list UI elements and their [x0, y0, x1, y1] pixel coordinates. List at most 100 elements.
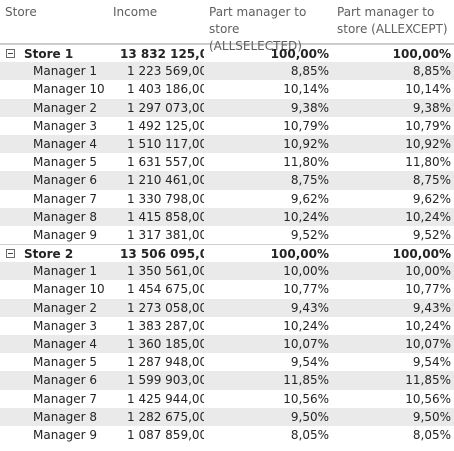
- manager-part-allexcept: 10,77%: [405, 282, 451, 297]
- manager-part-allselected: 9,50%: [290, 409, 329, 424]
- manager-part-allselected: 10,24%: [283, 318, 329, 333]
- manager-part-allselected: 10,24%: [283, 209, 329, 224]
- manager-part-allselected: 10,77%: [283, 282, 329, 297]
- manager-name: Manager 1: [33, 64, 98, 79]
- manager-income: 1 492 125,00: [127, 118, 204, 133]
- store-row: Store 1 13 832 125,00 100,00% 100,00%: [0, 44, 454, 62]
- header-store[interactable]: Store: [5, 5, 37, 19]
- manager-row: Manager 3 1 492 125,00 10,79% 10,79%: [0, 117, 454, 135]
- manager-part-allexcept: 11,85%: [405, 373, 451, 388]
- manager-income: 1 510 117,00: [127, 136, 204, 151]
- header-part-allexcept[interactable]: Part manager to store (ALLEXCEPT): [337, 5, 448, 36]
- manager-part-allselected: 9,54%: [290, 355, 329, 370]
- manager-part-allselected: 9,52%: [290, 227, 329, 242]
- manager-part-allexcept: 9,50%: [412, 409, 451, 424]
- manager-part-allselected: 10,79%: [283, 118, 329, 133]
- collapse-icon[interactable]: [6, 249, 15, 259]
- manager-row: Manager 7 1 330 798,00 9,62% 9,62%: [0, 190, 454, 208]
- manager-part-allexcept: 8,75%: [412, 173, 451, 188]
- manager-row: Manager 8 1 415 858,00 10,24% 10,24%: [0, 207, 454, 226]
- collapse-icon[interactable]: [6, 49, 15, 59]
- manager-income: 1 317 381,00: [127, 227, 204, 242]
- manager-name: Manager 8: [33, 409, 98, 424]
- manager-row: Manager 10 1 403 186,00 10,14% 10,14%: [0, 80, 454, 98]
- manager-part-allexcept: 9,52%: [412, 227, 451, 242]
- manager-name: Manager 10: [33, 82, 105, 97]
- manager-row: Manager 2 1 273 058,00 9,43% 9,43%: [0, 298, 454, 317]
- manager-income: 1 087 859,00: [127, 427, 204, 442]
- manager-income: 1 425 944,00: [127, 391, 204, 406]
- store-income: 13 832 125,00: [120, 47, 204, 61]
- manager-part-allselected: 10,07%: [283, 337, 329, 351]
- manager-part-allexcept: 9,43%: [412, 300, 451, 315]
- manager-name: Manager 8: [33, 209, 98, 224]
- manager-row: Manager 8 1 282 675,00 9,50% 9,50%: [0, 407, 454, 426]
- header-part-allselected[interactable]: Part manager to store (ALLSELECTED): [209, 5, 307, 53]
- manager-part-allexcept: 8,05%: [412, 427, 451, 442]
- manager-row: Manager 6 1 599 903,00 11,85% 11,85%: [0, 371, 454, 390]
- manager-row: Manager 7 1 425 944,00 10,56% 10,56%: [0, 390, 454, 408]
- manager-income: 1 360 185,00: [127, 337, 204, 351]
- manager-name: Manager 2: [33, 300, 98, 315]
- header-income[interactable]: Income: [113, 5, 158, 19]
- manager-part-allexcept: 10,56%: [405, 391, 451, 406]
- manager-row: Manager 6 1 210 461,00 8,75% 8,75%: [0, 171, 454, 190]
- manager-part-allexcept: 8,85%: [412, 64, 451, 79]
- manager-name: Manager 5: [33, 155, 98, 170]
- manager-name: Manager 9: [33, 227, 98, 242]
- manager-part-allselected: 8,85%: [290, 64, 329, 79]
- manager-part-allselected: 11,80%: [283, 155, 329, 170]
- manager-part-allselected: 9,43%: [290, 300, 329, 315]
- store-name: Store 1: [24, 46, 74, 61]
- manager-name: Manager 1: [33, 264, 98, 279]
- manager-name: Manager 7: [33, 391, 98, 406]
- manager-part-allexcept: 10,00%: [405, 264, 451, 279]
- manager-income: 1 330 798,00: [127, 191, 204, 206]
- store-label: Store 2: [0, 245, 108, 262]
- manager-part-allselected: 9,38%: [290, 100, 329, 115]
- matrix-body: Store 113 832 125,00100,00%100,00%Manage…: [0, 44, 454, 444]
- manager-part-allexcept: 10,14%: [405, 82, 451, 97]
- manager-row: Manager 4 1 360 185,00 10,07% 10,07%: [0, 335, 454, 354]
- manager-part-allselected: 9,62%: [290, 191, 329, 206]
- manager-income: 1 415 858,00: [127, 209, 204, 224]
- manager-name: Manager 6: [33, 173, 98, 188]
- manager-row: Manager 1 1 350 561,00 10,00% 10,00%: [0, 262, 454, 281]
- manager-name: Manager 7: [33, 191, 98, 206]
- manager-row: Manager 1 1 223 569,00 8,85% 8,85%: [0, 62, 454, 81]
- store-part-allexcept: 100,00%: [392, 247, 451, 262]
- manager-part-allexcept: 11,80%: [405, 155, 451, 170]
- manager-part-allselected: 10,92%: [283, 136, 329, 151]
- manager-row: Manager 9 1 317 381,00 9,52% 9,52%: [0, 226, 454, 244]
- manager-row: Manager 3 1 383 287,00 10,24% 10,24%: [0, 317, 454, 335]
- manager-income: 1 599 903,00: [127, 373, 204, 388]
- manager-income: 1 287 948,00: [127, 355, 204, 370]
- manager-name: Manager 2: [33, 100, 98, 115]
- manager-part-allexcept: 10,79%: [405, 118, 451, 133]
- store-name: Store 2: [24, 246, 74, 261]
- manager-income: 1 282 675,00: [127, 409, 204, 424]
- manager-part-allexcept: 10,07%: [405, 337, 451, 351]
- store-part-allselected: 100,00%: [270, 247, 329, 262]
- manager-part-allexcept: 9,54%: [412, 355, 451, 370]
- manager-income: 1 383 287,00: [127, 318, 204, 333]
- manager-income: 1 210 461,00: [127, 173, 204, 188]
- manager-name: Manager 3: [33, 318, 98, 333]
- manager-income: 1 454 675,00: [127, 282, 204, 297]
- manager-part-allselected: 10,00%: [283, 264, 329, 279]
- manager-name: Manager 6: [33, 373, 98, 388]
- store-part-allselected: 100,00%: [270, 47, 329, 61]
- manager-income: 1 223 569,00: [127, 64, 204, 79]
- manager-part-allexcept: 9,62%: [412, 191, 451, 206]
- manager-income: 1 350 561,00: [127, 264, 204, 279]
- manager-part-allexcept: 9,38%: [412, 100, 451, 115]
- manager-row: Manager 4 1 510 117,00 10,92% 10,92%: [0, 134, 454, 154]
- manager-part-allselected: 10,14%: [283, 82, 329, 97]
- manager-name: Manager 3: [33, 118, 98, 133]
- store-label: Store 1: [0, 45, 108, 62]
- manager-name: Manager 5: [33, 355, 98, 370]
- manager-part-allselected: 8,05%: [290, 427, 329, 442]
- store-row: Store 2 13 506 095,00 100,00% 100,00%: [0, 244, 454, 262]
- manager-income: 1 631 557,00: [127, 155, 204, 170]
